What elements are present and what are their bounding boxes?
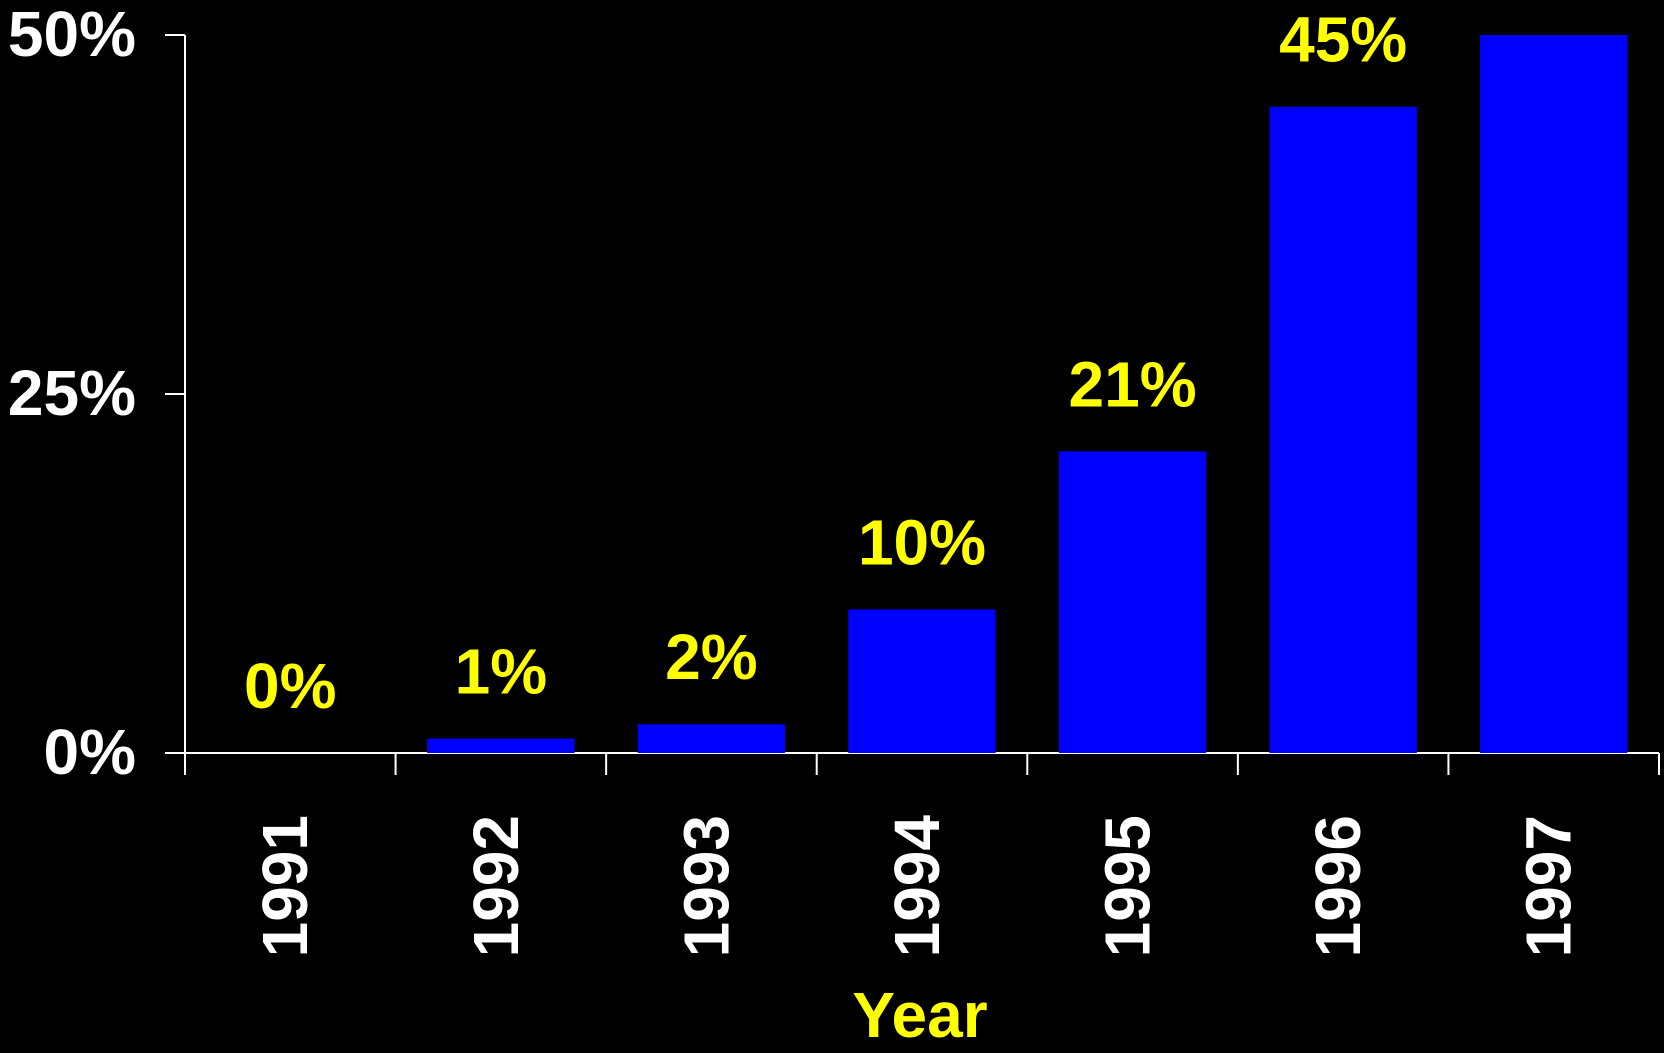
bar: [1058, 451, 1207, 753]
bar: [848, 609, 996, 753]
x-tick-label: 1993: [670, 815, 742, 957]
x-tick-label: 1991: [249, 815, 321, 957]
value-label: 10%: [858, 506, 986, 578]
x-axis-title: Year: [852, 979, 987, 1051]
value-label: 2%: [665, 621, 758, 693]
bar: [637, 724, 786, 753]
x-tick-label: 1995: [1091, 815, 1163, 957]
value-label: 45%: [1279, 4, 1407, 76]
value-label: 0%: [244, 650, 337, 722]
bar: [1269, 106, 1417, 754]
x-tick-label: 1994: [881, 815, 953, 958]
bar: [427, 738, 575, 753]
value-label: 1%: [455, 636, 548, 708]
x-tick-label: 1997: [1513, 815, 1585, 957]
bar: [1480, 35, 1628, 753]
x-tick-label: 1996: [1302, 815, 1374, 957]
y-tick-label: 25%: [8, 357, 136, 429]
y-tick-label: 50%: [8, 0, 136, 70]
value-label: 21%: [1069, 348, 1197, 420]
x-tick-label: 1992: [460, 815, 532, 957]
y-tick-label: 0%: [44, 716, 137, 788]
